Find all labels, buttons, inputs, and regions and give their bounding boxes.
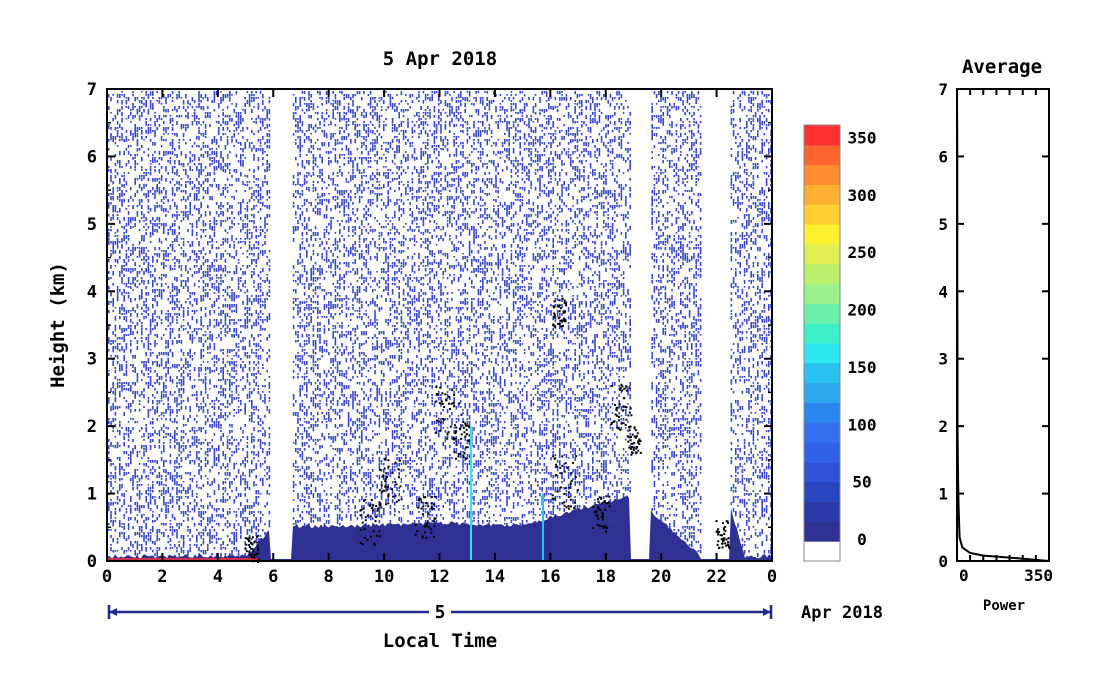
colorbar-swatch xyxy=(804,144,840,166)
colorbar-tick-label: 100 xyxy=(848,415,877,434)
colorbar-swatch xyxy=(804,164,840,185)
colorbar-tick-label: 0 xyxy=(857,530,867,549)
date-bar-month-year: Apr 2018 xyxy=(801,603,883,623)
average-frame xyxy=(956,88,1050,562)
x-tick-label: 10 xyxy=(374,567,394,587)
colorbar-swatch xyxy=(804,263,840,285)
colorbar-swatch xyxy=(804,382,840,403)
colorbar-swatch xyxy=(804,204,840,225)
x-tick-label: 22 xyxy=(706,567,726,587)
x-axis-label: Local Time xyxy=(383,630,497,652)
heatmap-field xyxy=(107,91,772,563)
colorbar-swatch xyxy=(804,422,840,443)
average-profile-line xyxy=(956,88,1050,562)
colorbar-swatch xyxy=(804,501,840,522)
colorbar-tick-label: 250 xyxy=(848,243,877,262)
average-axis-ticks: 0 1 2 3 4 5 6 7 0 350 xyxy=(938,80,1053,585)
colorbar-swatch xyxy=(804,184,840,205)
x-tick-label: 18 xyxy=(596,567,616,587)
x-tick-label: 16 xyxy=(540,567,560,587)
colorbar-swatch xyxy=(804,343,840,364)
heatmap-boundary-layer xyxy=(107,495,772,561)
avg-y-tick-label: 3 xyxy=(938,350,948,369)
colorbar-swatch xyxy=(804,521,840,542)
y-tick-label: 7 xyxy=(87,80,97,100)
colorbar-tick-label: 150 xyxy=(848,358,877,377)
x-tick-label: 0 xyxy=(102,567,112,587)
avg-y-tick-label: 7 xyxy=(938,80,948,99)
colorbar-swatch xyxy=(804,125,840,146)
y-axis-label: Height (km) xyxy=(47,262,69,388)
colorbar-swatch xyxy=(804,481,840,503)
colorbar-tick-label: 50 xyxy=(852,473,871,492)
x-tick-label: 12 xyxy=(429,567,449,587)
date-bar-day: 5 xyxy=(435,602,446,623)
colorbar-tick-label: 300 xyxy=(848,186,877,205)
x-tick-label: 14 xyxy=(485,567,505,587)
avg-y-tick-label: 1 xyxy=(938,485,948,504)
colorbar-swatch xyxy=(804,461,840,483)
y-tick-label: 1 xyxy=(87,485,97,505)
colorbar: 0 50 100 150 200 250 300 350 xyxy=(803,124,877,562)
colorbar-swatch xyxy=(804,283,840,304)
colorbar-frame xyxy=(803,124,841,562)
avg-x-tick-label: 350 xyxy=(1024,566,1053,585)
heatmap-strong-echo-clusters xyxy=(244,297,731,563)
date-bar: 5 Apr 2018 xyxy=(107,602,883,623)
y-tick-label: 4 xyxy=(87,282,97,302)
average-title: Average xyxy=(962,56,1042,78)
colorbar-swatch xyxy=(804,243,840,265)
avg-y-tick-label: 4 xyxy=(938,282,948,301)
colorbar-swatch xyxy=(804,303,840,324)
avg-y-tick-label: 6 xyxy=(938,147,948,166)
x-tick-label: 0 xyxy=(767,567,777,587)
colorbar-swatch xyxy=(804,323,840,344)
y-tick-label: 5 xyxy=(87,215,97,235)
colorbar-swatch xyxy=(804,541,840,562)
avg-y-tick-label: 2 xyxy=(938,417,948,436)
heatmap-streak xyxy=(469,426,472,561)
y-tick-label: 3 xyxy=(87,350,97,370)
chart-title: 5 Apr 2018 xyxy=(383,48,497,70)
x-tick-label: 2 xyxy=(157,567,167,587)
colorbar-swatch xyxy=(804,442,840,463)
x-tick-label: 20 xyxy=(651,567,671,587)
y-tick-label: 0 xyxy=(87,552,97,572)
y-tick-label: 6 xyxy=(87,147,97,167)
avg-y-tick-label: 0 xyxy=(938,552,948,571)
avg-x-tick-label: 0 xyxy=(959,566,969,585)
x-tick-label: 8 xyxy=(324,567,334,587)
y-tick-label: 2 xyxy=(87,417,97,437)
x-tick-label: 6 xyxy=(268,567,278,587)
colorbar-swatch xyxy=(804,224,840,245)
heatmap-streak xyxy=(542,493,545,561)
colorbar-swatch xyxy=(804,402,840,423)
avg-y-tick-label: 5 xyxy=(938,215,948,234)
x-tick-label: 4 xyxy=(213,567,223,587)
average-x-label: Power xyxy=(983,598,1025,614)
colorbar-tick-label: 200 xyxy=(848,301,877,320)
colorbar-tick-label: 350 xyxy=(848,128,877,147)
colorbar-swatch xyxy=(804,362,840,384)
heatmap-noise-speckle xyxy=(108,91,772,558)
